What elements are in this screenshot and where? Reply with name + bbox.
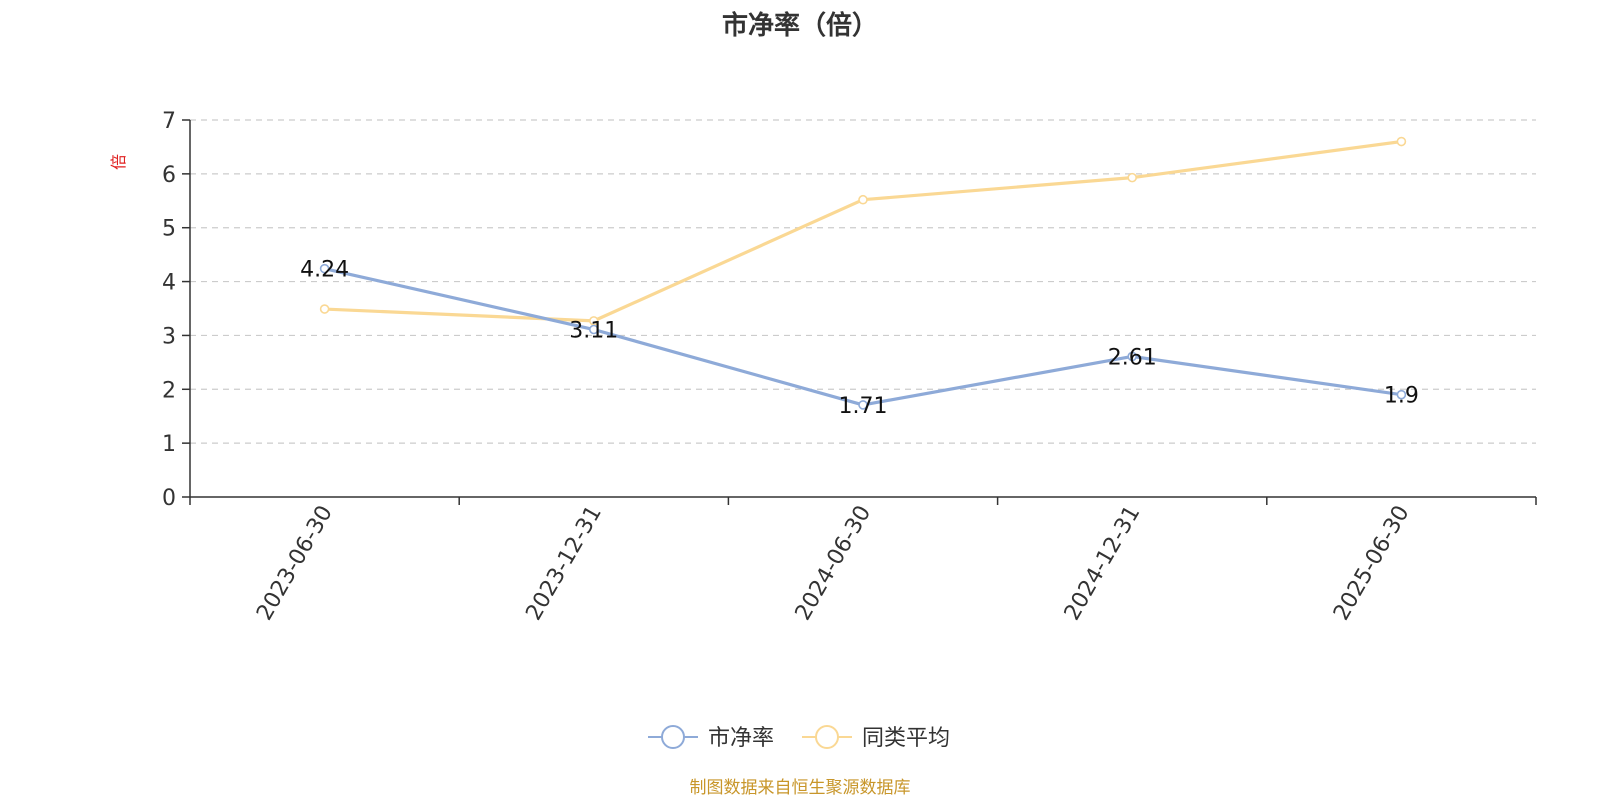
data-label: 3.11: [569, 319, 618, 344]
chart-title: 市净率（倍）: [722, 10, 878, 41]
y-tick-label: 7: [162, 109, 176, 134]
data-point: [588, 324, 599, 335]
legend-item-1[interactable]: 市净率: [648, 725, 774, 751]
x-tick-label: 2023-12-31: [521, 502, 607, 625]
series-lines: [319, 136, 1407, 410]
y-tick-label: 1: [162, 432, 176, 457]
legend-label: 市净率: [708, 726, 774, 751]
data-point: [1127, 351, 1137, 362]
axes: [189, 120, 1536, 498]
y-axis-ticks: 0 1 2 3 4 5 6 7: [162, 109, 190, 511]
series-line-1: [324, 267, 1402, 407]
data-label: 1.71: [839, 394, 888, 419]
legend-label: 同类平均: [862, 726, 950, 751]
data-labels: 4.24 3.11 1.71 2.61 1.9: [300, 258, 1419, 419]
source-note: 制图数据来自恒生聚源数据库: [690, 778, 911, 798]
x-axis-ticks: 2023-06-30 2023-12-31 2024-06-30 2024-12-31…: [189, 497, 1537, 625]
x-tick-label: 2024-06-30: [791, 502, 877, 625]
data-label: 1.9: [1384, 384, 1419, 409]
x-tick-label: 2025-06-30: [1329, 502, 1415, 625]
y-tick-label: 3: [162, 324, 176, 349]
y-tick-label: 6: [162, 163, 176, 188]
data-point: [858, 400, 868, 410]
legend-item-2[interactable]: 同类平均: [802, 725, 950, 751]
data-point: [1127, 172, 1137, 183]
y-tick-label: 0: [162, 486, 176, 511]
series-line-2: [324, 139, 1402, 323]
data-point: [858, 194, 868, 205]
x-tick-label: 2023-06-30: [252, 502, 338, 625]
y-tick-label: 5: [162, 217, 176, 242]
data-point: [1396, 389, 1407, 400]
y-tick-label: 4: [162, 271, 176, 296]
data-point: [1396, 136, 1407, 147]
y-tick-label: 2: [162, 378, 176, 403]
x-tick-label: 2024-12-31: [1060, 502, 1146, 625]
data-label: 4.24: [300, 258, 349, 283]
data-label: 2.61: [1108, 345, 1157, 370]
grid-lines: [190, 119, 1536, 444]
legend[interactable]: 市净率 同类平均: [648, 725, 950, 751]
y-axis-unit-label: 倍: [109, 154, 128, 170]
data-point: [319, 263, 330, 274]
legend-circle-icon: [815, 725, 839, 749]
legend-circle-icon: [661, 725, 685, 749]
data-point: [319, 304, 330, 314]
